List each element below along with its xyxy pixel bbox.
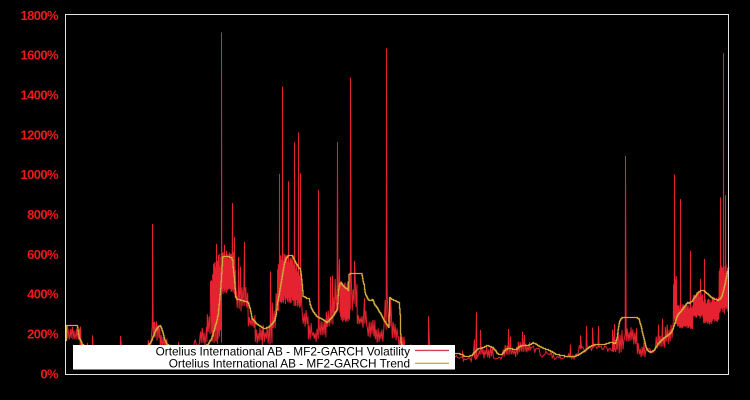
svg-text:1000%: 1000% <box>21 167 60 182</box>
svg-text:200%: 200% <box>27 327 59 342</box>
svg-text:Ortelius International AB - MF: Ortelius International AB - MF2-GARCH Tr… <box>169 357 410 371</box>
svg-text:0%: 0% <box>40 366 59 381</box>
svg-text:1400%: 1400% <box>21 88 60 103</box>
svg-text:1600%: 1600% <box>21 48 60 63</box>
svg-text:600%: 600% <box>27 247 59 262</box>
svg-text:800%: 800% <box>27 207 59 222</box>
svg-text:1200%: 1200% <box>21 127 60 142</box>
svg-text:Ortelius International AB - MF: Ortelius International AB - MF2-GARCH Vo… <box>156 344 410 358</box>
svg-text:400%: 400% <box>27 287 59 302</box>
svg-text:1800%: 1800% <box>21 8 60 23</box>
